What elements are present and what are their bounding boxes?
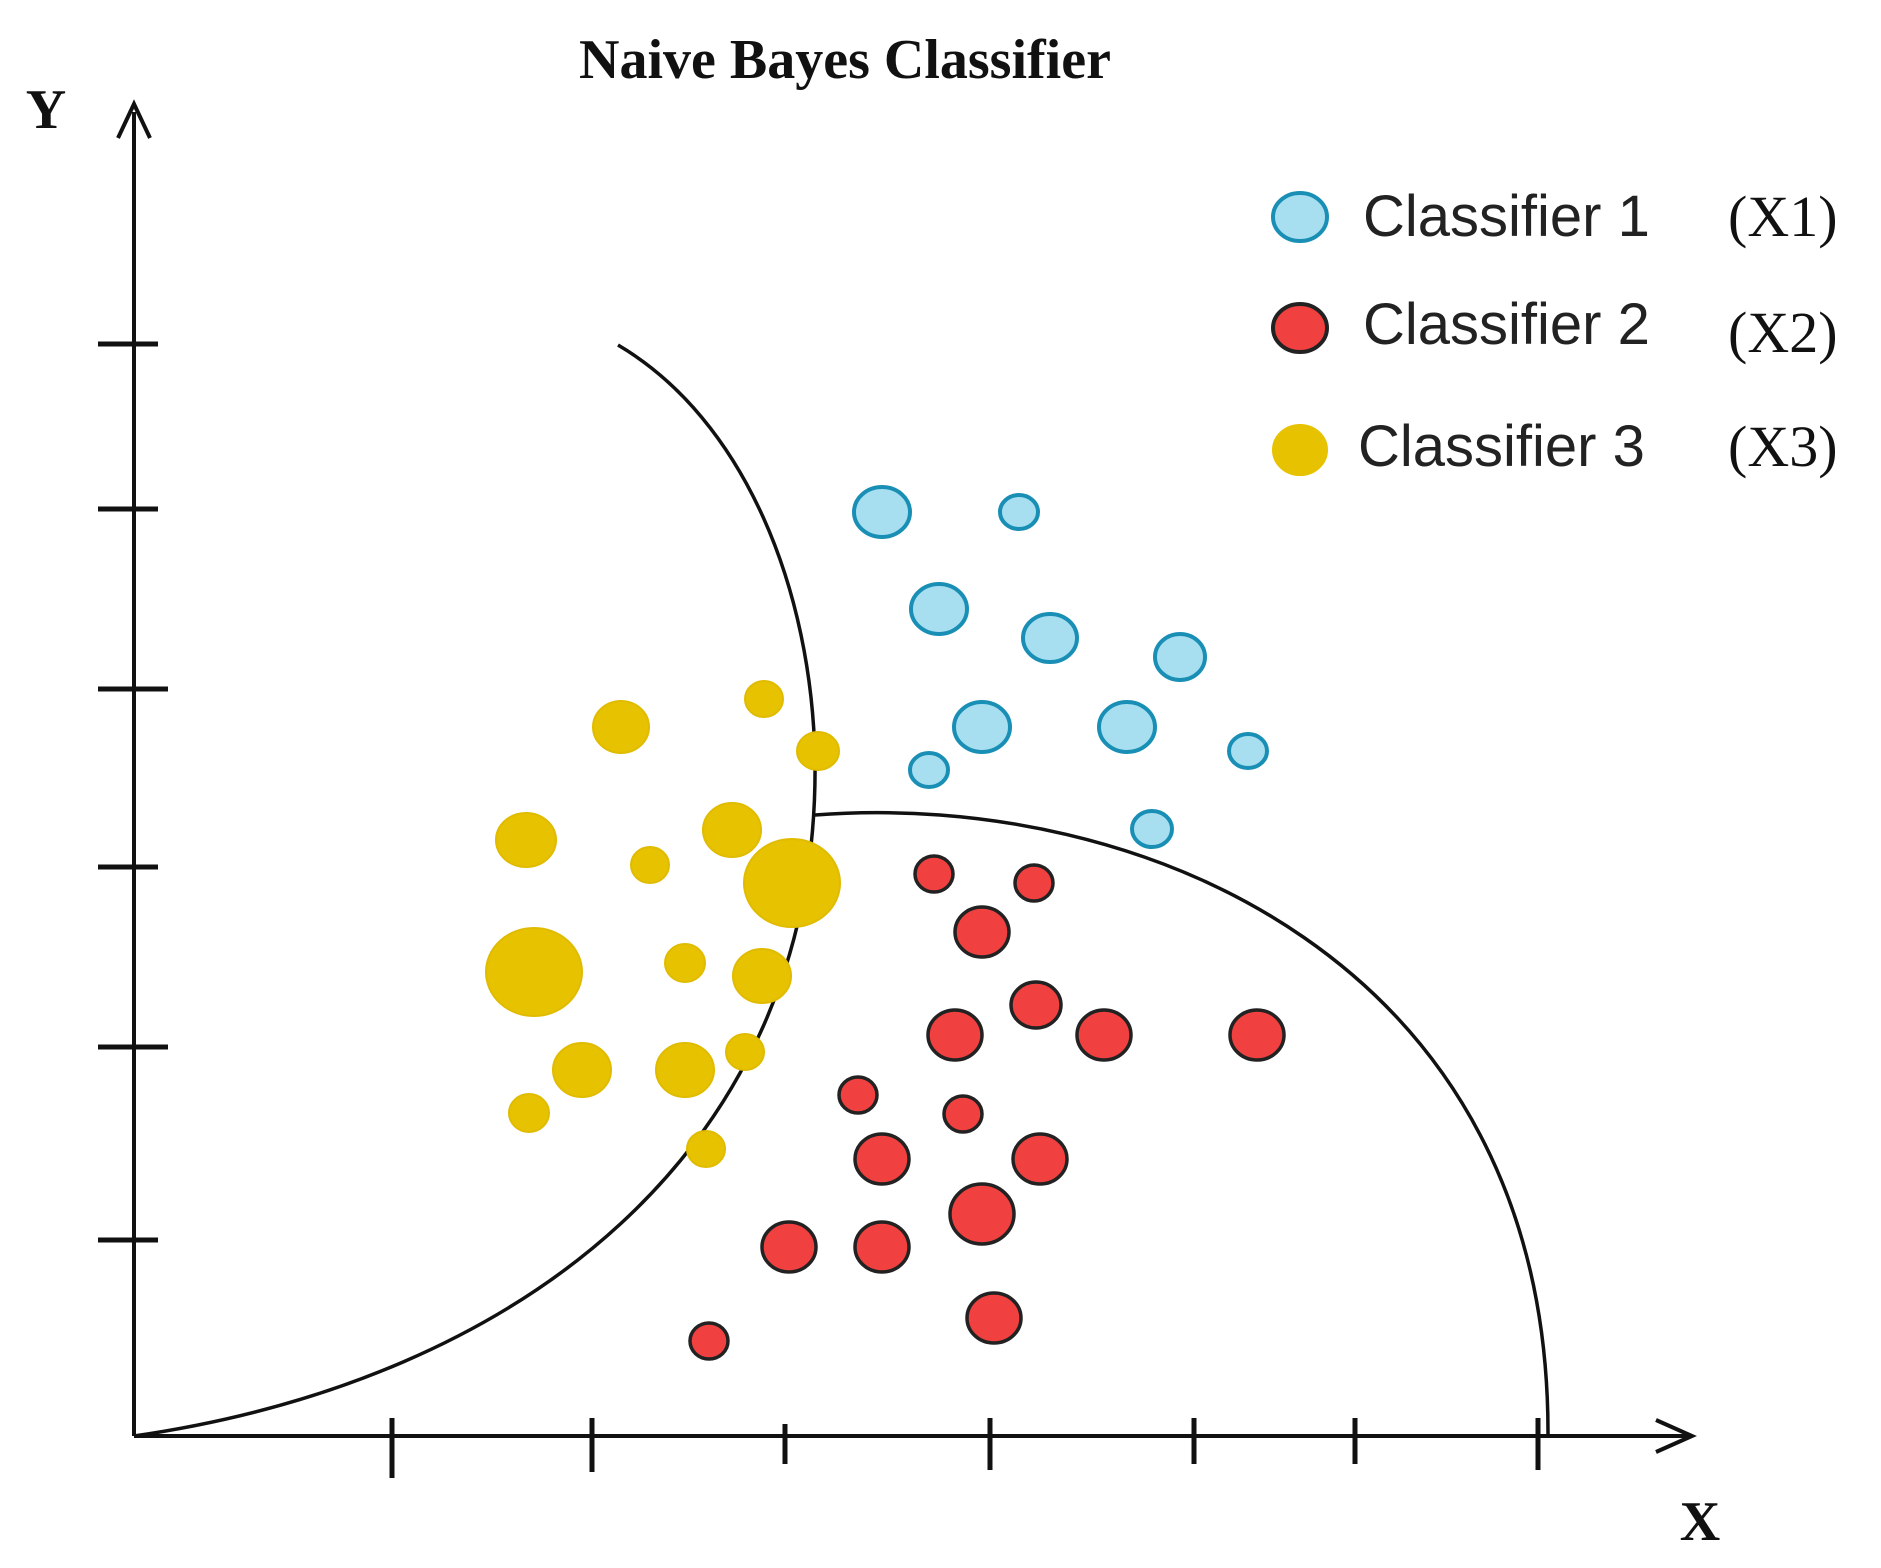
class-1-point (1130, 809, 1174, 849)
class-3-point (664, 943, 706, 983)
legend-label-class-3: Classifier 3 (1358, 414, 1645, 479)
class-3-point (630, 846, 670, 884)
class-3-point (495, 812, 557, 868)
class-3-point (552, 1042, 612, 1098)
class-2-point (926, 1008, 984, 1062)
class-2-points (688, 854, 1286, 1361)
y-axis-label: Y (26, 79, 66, 141)
class-2-point (1011, 1132, 1069, 1186)
legend-item-class-1: Classifier 1 (X1) (1271, 184, 1838, 249)
y-axis-ticks (98, 341, 168, 1243)
class-2-point (948, 1182, 1016, 1246)
x-axis-ticks (389, 1418, 1541, 1478)
class-3-point (655, 1042, 715, 1098)
class-2-point (853, 1132, 911, 1186)
class-1-point (908, 751, 950, 789)
class-2-point (853, 1220, 911, 1274)
class-3-point (592, 700, 650, 754)
class-1-points (852, 485, 1269, 849)
class-1-point (1153, 632, 1207, 682)
legend-code-class-1: (X1) (1728, 184, 1838, 249)
class-3-point (686, 1130, 726, 1168)
class-3-point (702, 802, 762, 858)
legend-label-class-1: Classifier 1 (1363, 184, 1650, 249)
legend-swatch-class-3 (1272, 424, 1328, 476)
class-2-point (913, 854, 955, 894)
legend-code-class-3: (X3) (1728, 414, 1838, 479)
legend-label-class-2: Classifier 2 (1363, 292, 1650, 357)
class-2-point (1013, 863, 1055, 903)
class-2-point (1075, 1008, 1133, 1062)
class-1-point (952, 700, 1012, 754)
class-2-point (965, 1291, 1023, 1345)
boundary-curve-right (814, 810, 1550, 1437)
legend: Classifier 1 (X1) Classifier 2 (X2) Clas… (1271, 184, 1838, 479)
class-2-point (953, 905, 1011, 959)
class-1-point (909, 582, 969, 636)
x-axis-label: X (1680, 1491, 1720, 1553)
class-1-point (1097, 700, 1157, 754)
legend-code-class-2: (X2) (1728, 300, 1838, 365)
y-axis-arrowhead (116, 99, 152, 139)
class-2-point (942, 1094, 984, 1134)
decision-boundaries (133, 343, 1550, 1438)
class-3-point (732, 948, 792, 1004)
legend-swatch-class-1 (1271, 191, 1329, 243)
legend-item-class-3: Classifier 3 (X3) (1272, 414, 1838, 479)
class-2-point (1009, 980, 1063, 1030)
class-2-point (688, 1321, 730, 1361)
class-1-point (852, 485, 912, 539)
legend-item-class-2: Classifier 2 (X2) (1271, 292, 1838, 365)
diagram-title: Naive Bayes Classifier (579, 29, 1111, 91)
class-2-point (1228, 1008, 1286, 1062)
class-3-point (508, 1093, 550, 1133)
class-1-point (998, 493, 1040, 531)
class-2-point (760, 1220, 818, 1274)
class-3-point (725, 1033, 765, 1071)
class-2-point (837, 1075, 879, 1115)
class-1-point (1227, 732, 1269, 770)
class-3-point (796, 731, 840, 771)
boundary-curve-left (133, 343, 817, 1438)
legend-swatch-class-2 (1271, 302, 1329, 354)
class-1-point (1021, 612, 1079, 664)
x-axis-arrowhead (1655, 1418, 1697, 1454)
class-3-point (743, 838, 841, 928)
class-3-point (485, 927, 583, 1017)
class-3-point (744, 680, 784, 718)
class-3-points (485, 680, 841, 1168)
